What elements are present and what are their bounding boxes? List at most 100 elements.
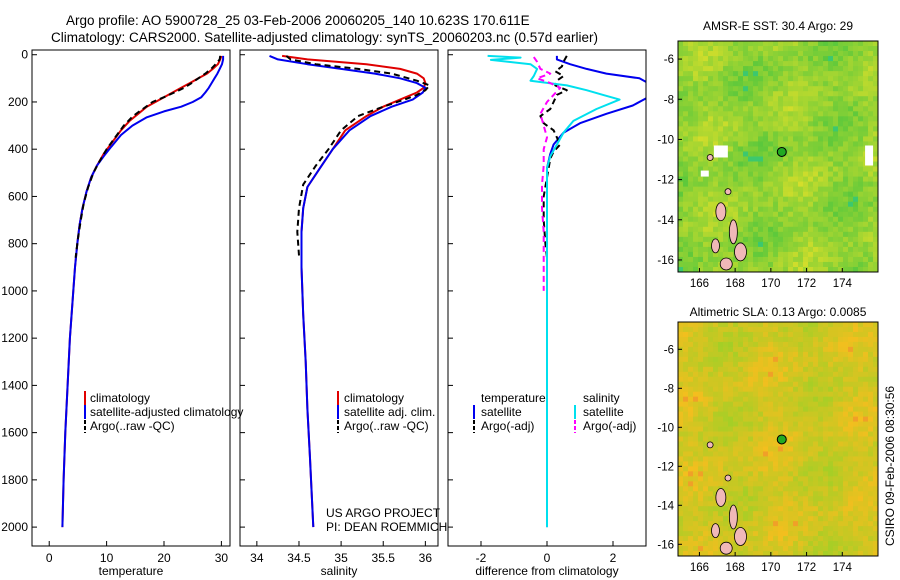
heatmap-cell [788, 241, 794, 248]
heatmap-cell [863, 331, 869, 338]
heatmap-cell [823, 96, 829, 102]
heatmap-cell [838, 391, 844, 398]
heatmap-cell [858, 146, 864, 152]
heatmap-cell [793, 251, 799, 258]
heatmap-cell [838, 121, 844, 127]
heatmap-cell [853, 151, 859, 157]
heatmap-cell [873, 366, 879, 373]
heatmap-cell [693, 501, 699, 507]
heatmap-cell [698, 156, 704, 162]
heatmap-cell [713, 136, 719, 142]
heatmap-cell [698, 181, 704, 188]
heatmap-cell [763, 136, 769, 142]
heatmap-cell [763, 386, 769, 393]
heatmap-cell [823, 546, 829, 552]
heatmap-cell [683, 371, 689, 378]
heatmap-cell [873, 356, 879, 363]
heatmap-cell [748, 426, 754, 432]
heatmap-cell [783, 76, 789, 82]
heatmap-cell [818, 231, 824, 238]
heatmap-cell [788, 136, 794, 142]
heatmap-cell [738, 51, 744, 57]
y-tick-label: 2000 [1, 520, 28, 534]
heatmap-cell [803, 456, 809, 462]
heatmap-cell [733, 201, 739, 208]
heatmap-cell [693, 521, 699, 527]
heatmap-cell [708, 476, 714, 482]
heatmap-cell [793, 231, 799, 238]
heatmap-cell [748, 386, 754, 393]
heatmap-cell [718, 341, 724, 348]
heatmap-cell [778, 501, 784, 507]
heatmap-cell [833, 511, 839, 517]
heatmap-cell [803, 141, 809, 147]
heatmap-cell [853, 211, 859, 218]
heatmap-cell [803, 496, 809, 502]
heatmap-cell [688, 406, 694, 413]
heatmap-cell [693, 331, 699, 338]
heatmap-cell [688, 221, 694, 228]
heatmap-cell [703, 406, 709, 413]
heatmap-cell [708, 381, 714, 388]
heatmap-cell [843, 341, 849, 348]
series-climatology-line [61, 55, 223, 528]
heatmap-cell [853, 111, 859, 117]
heatmap-cell [688, 476, 694, 482]
heatmap-cell [778, 471, 784, 477]
x-tick-label: -2 [476, 551, 487, 565]
heatmap-cell [718, 471, 724, 477]
heatmap-cell [708, 371, 714, 378]
heatmap-cell [768, 536, 774, 542]
heatmap-cell [768, 341, 774, 348]
heatmap-cell [758, 471, 764, 477]
heatmap-cell [823, 236, 829, 243]
heatmap-cell [718, 231, 724, 238]
heatmap-cell [858, 426, 864, 432]
heatmap-cell [688, 206, 694, 213]
temperature-panel: 0 10 20 30 02004006008001000120014001600180… [1, 48, 243, 578]
heatmap-cell [873, 511, 879, 517]
heatmap-cell [733, 471, 739, 477]
heatmap-cell [843, 421, 849, 427]
heatmap-cell [733, 546, 739, 552]
heatmap-cell [743, 201, 749, 208]
heatmap-cell [743, 441, 749, 447]
heatmap-cell [833, 401, 839, 408]
heatmap-cell [763, 376, 769, 383]
heatmap-cell [848, 76, 854, 82]
heatmap-cell [868, 86, 874, 92]
heatmap-cell [703, 376, 709, 383]
heatmap-cell [818, 401, 824, 408]
x-tick-label: 34.5 [287, 551, 311, 565]
heatmap-cell [823, 51, 829, 57]
heatmap-cell [678, 161, 684, 167]
heatmap-cell [683, 91, 689, 97]
heatmap-cell [873, 231, 879, 238]
heatmap-cell [728, 371, 734, 378]
heatmap-cell [713, 81, 719, 87]
heatmap-cell [708, 161, 714, 167]
series-argo-raw-qc--line [285, 55, 431, 256]
legend-label-climatology: climatology [90, 391, 150, 405]
heatmap-cell [873, 196, 879, 203]
heatmap-cell [768, 326, 774, 333]
heatmap-cell [828, 451, 834, 457]
heatmap-cell [713, 396, 719, 403]
heatmap-cell [858, 546, 864, 552]
heatmap-cell [713, 226, 719, 233]
heatmap-cell [703, 436, 709, 442]
heatmap-cell [763, 66, 769, 72]
heatmap-cell [858, 501, 864, 507]
heatmap-cell [743, 541, 749, 547]
heatmap-cell [728, 46, 734, 52]
heatmap-cell [713, 111, 719, 117]
heatmap-cell [848, 136, 854, 142]
heatmap-cell [688, 351, 694, 358]
heatmap-cell [808, 176, 814, 183]
heatmap-cell [753, 221, 759, 228]
heatmap-cell [873, 416, 879, 422]
heatmap-cell [708, 96, 714, 102]
heatmap-cell [813, 521, 819, 527]
heatmap-cell [873, 421, 879, 427]
heatmap-cell [853, 146, 859, 152]
